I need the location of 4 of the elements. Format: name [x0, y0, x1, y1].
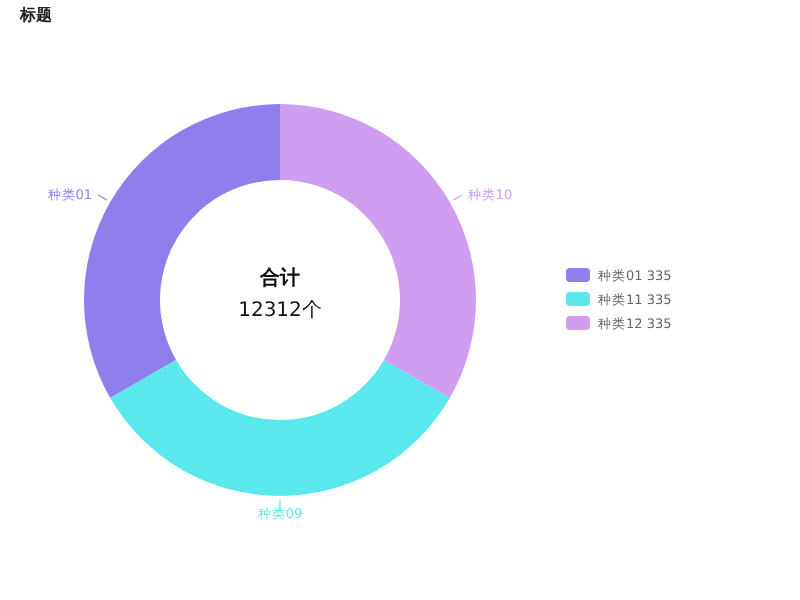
chart-title: 标题 [18, 6, 52, 24]
text: 12312个 [238, 298, 322, 322]
donut-slice [110, 360, 450, 496]
text: 合计 [258, 266, 300, 290]
